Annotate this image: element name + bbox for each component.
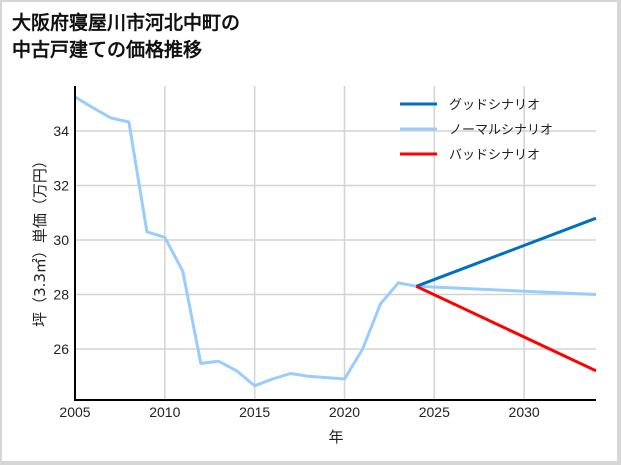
- y-tick-label: 34: [53, 123, 69, 139]
- y-axis-label: 坪（3.3㎡）単価（万円）: [31, 153, 49, 327]
- chart-title-line2: 中古戸建ての価格推移: [12, 39, 203, 61]
- legend-label: バッドシナリオ: [449, 148, 540, 163]
- y-tick-label: 32: [53, 178, 69, 194]
- axes: [74, 86, 596, 401]
- gridlines: [74, 86, 596, 400]
- x-tick-label: 2030: [509, 404, 540, 420]
- legend-label: ノーマルシナリオ: [449, 123, 553, 138]
- series-line: [415, 284, 597, 373]
- chart-title-line1: 大阪府寝屋川市河北中町の: [12, 12, 241, 34]
- x-tick-label: 2015: [239, 404, 270, 420]
- chart-title: 大阪府寝屋川市河北中町の 中古戸建ての価格推移: [12, 10, 240, 64]
- series-line: [74, 95, 597, 388]
- series-line: [415, 216, 597, 288]
- legend-label: グッドシナリオ: [449, 98, 540, 113]
- x-axis-label: 年: [328, 428, 343, 446]
- x-tick-label: 2020: [329, 404, 360, 420]
- tick-labels: 2005 2010 2015 2020 2025 2030 26 28 30 32 34: [53, 123, 539, 420]
- y-tick-label: 26: [53, 341, 69, 357]
- x-tick-label: 2005: [59, 404, 90, 420]
- chart-frame: [2, 2, 617, 461]
- x-tick-label: 2010: [149, 404, 180, 420]
- y-tick-label: 30: [53, 232, 69, 248]
- x-tick-label: 2025: [419, 404, 450, 420]
- y-tick-label: 28: [53, 287, 69, 303]
- data-lines: [74, 95, 597, 388]
